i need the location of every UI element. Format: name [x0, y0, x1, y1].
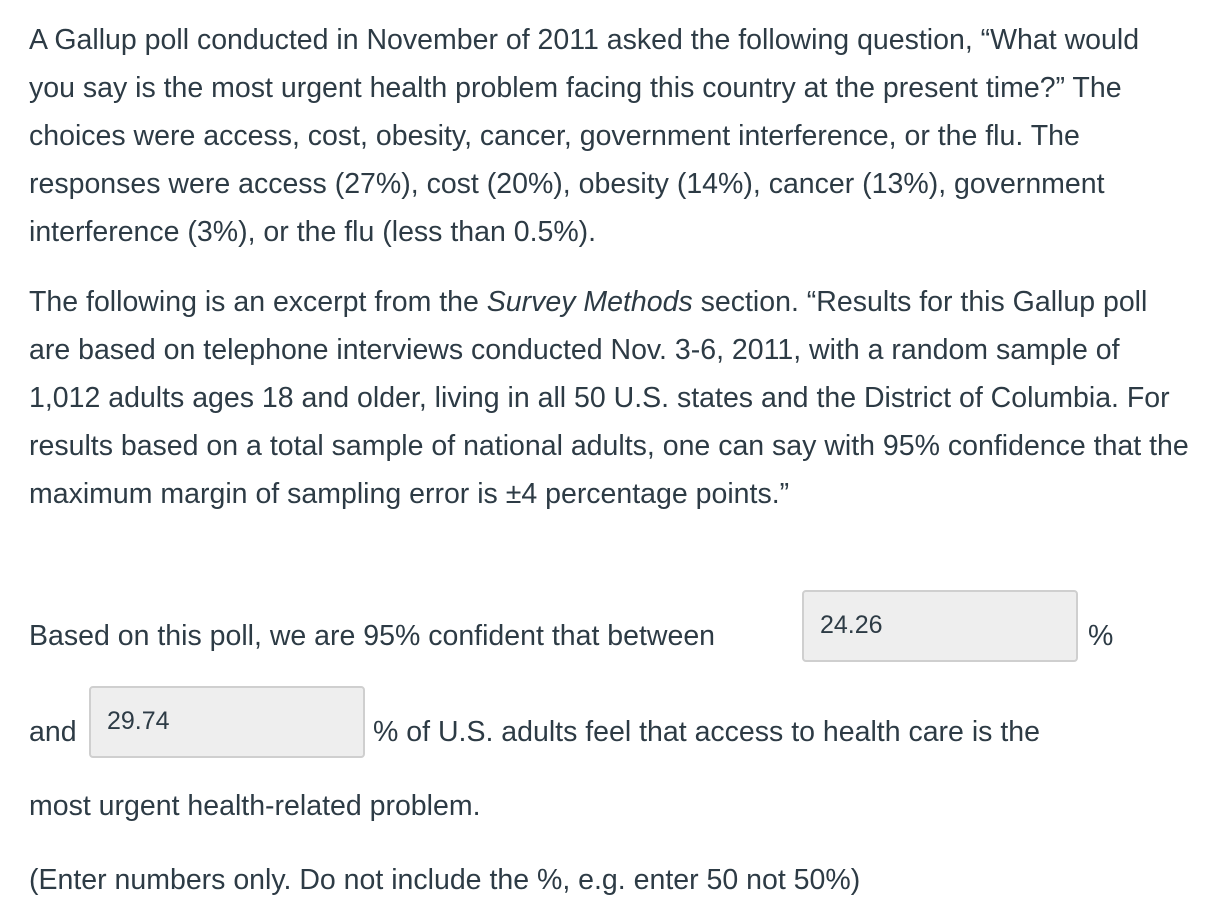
answer-tail-text: % of U.S. adults feel that access to hea…: [373, 716, 1040, 748]
and-label: and: [29, 716, 77, 748]
survey-methods-emphasis: Survey Methods: [486, 286, 693, 318]
upper-bound-input[interactable]: 29.74: [89, 686, 365, 758]
excerpt-intro: The following is an excerpt from the: [29, 286, 487, 318]
lower-bound-input[interactable]: 24.26: [802, 590, 1078, 662]
answer-instruction: (Enter numbers only. Do not include the …: [29, 864, 861, 896]
question-paragraph-1: A Gallup poll conducted in November of 2…: [29, 24, 1140, 248]
answer-continuation: most urgent health-related problem.: [29, 790, 481, 822]
question-text: A Gallup poll conducted in November of 2…: [29, 16, 1189, 518]
percent-sign-label: %: [1088, 620, 1114, 652]
excerpt-quote: section. “Results for this Gallup poll a…: [29, 286, 1189, 510]
answer-lead-text: Based on this poll, we are 95% confident…: [29, 620, 716, 652]
question-paragraph-2: The following is an excerpt from the Sur…: [29, 278, 1189, 518]
